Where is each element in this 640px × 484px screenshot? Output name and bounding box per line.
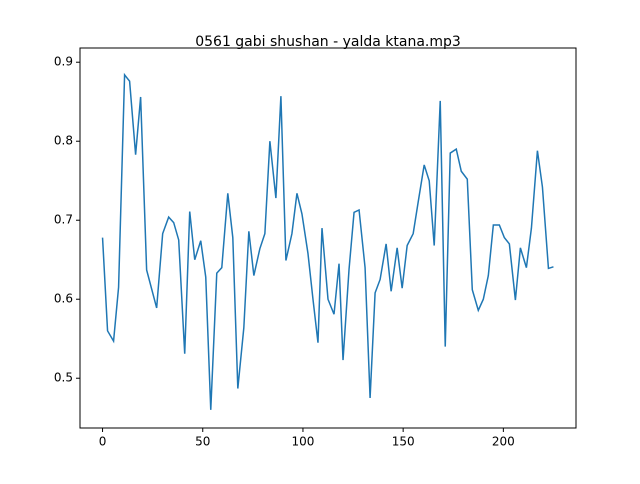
x-tick-label: 0 [99, 435, 107, 449]
x-tick-label: 200 [492, 435, 515, 449]
x-tick-label: 100 [291, 435, 314, 449]
y-tick-label: 0.8 [54, 134, 73, 148]
y-tick-label: 0.5 [54, 371, 73, 385]
y-tick-label: 0.9 [54, 55, 73, 69]
plot-frame [79, 47, 577, 429]
chart-title: 0561 gabi shushan - yalda ktana.mp3 [195, 34, 461, 50]
data-line [101, 72, 554, 410]
x-tick-label: 50 [195, 435, 210, 449]
x-tick-label: 150 [392, 435, 415, 449]
y-tick-label: 0.7 [54, 213, 73, 227]
y-tick-label: 0.6 [54, 292, 73, 306]
